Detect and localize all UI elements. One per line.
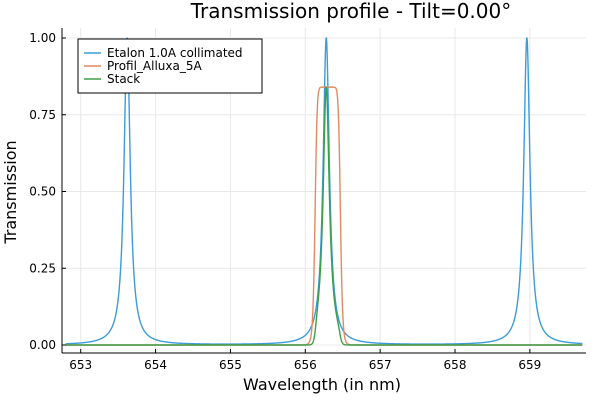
legend-box: [77, 38, 263, 94]
y-tick-label: 0.00: [29, 338, 56, 352]
y-tick-label: 1.00: [29, 31, 56, 45]
y-tick-label: 0.50: [29, 185, 56, 199]
series-line-etalon: [65, 37, 583, 345]
x-axis-label: Wavelength (in nm): [243, 375, 401, 394]
x-tick-label: 653: [69, 358, 92, 372]
x-tick-label: 656: [294, 358, 317, 372]
axis-layer: 653 654 655 656 657 658 659 0.00 0.25 0.50 0.75 1.0…: [29, 28, 586, 372]
legend-label-stack: Stack: [107, 72, 140, 86]
series-layer: [65, 37, 583, 346]
y-tick-label: 0.25: [29, 261, 56, 275]
x-tick-label: 657: [369, 358, 392, 372]
x-tick-label: 658: [444, 358, 467, 372]
y-axis-label: Transmission: [1, 140, 20, 244]
y-tick-label: 0.75: [29, 108, 56, 122]
legend-label-etalon: Etalon 1.0A collimated: [107, 46, 243, 60]
legend-label-alluxa: Profil_Alluxa_5A: [107, 59, 203, 73]
x-tick-label: 655: [219, 358, 242, 372]
chart-title: Transmission profile - Tilt=0.00°: [190, 0, 512, 23]
x-tick-label: 654: [144, 358, 167, 372]
x-tick-label: 659: [518, 358, 541, 372]
series-line-stack: [65, 86, 583, 346]
legend: Etalon 1.0A collimated Profil_Alluxa_5A …: [77, 38, 263, 94]
